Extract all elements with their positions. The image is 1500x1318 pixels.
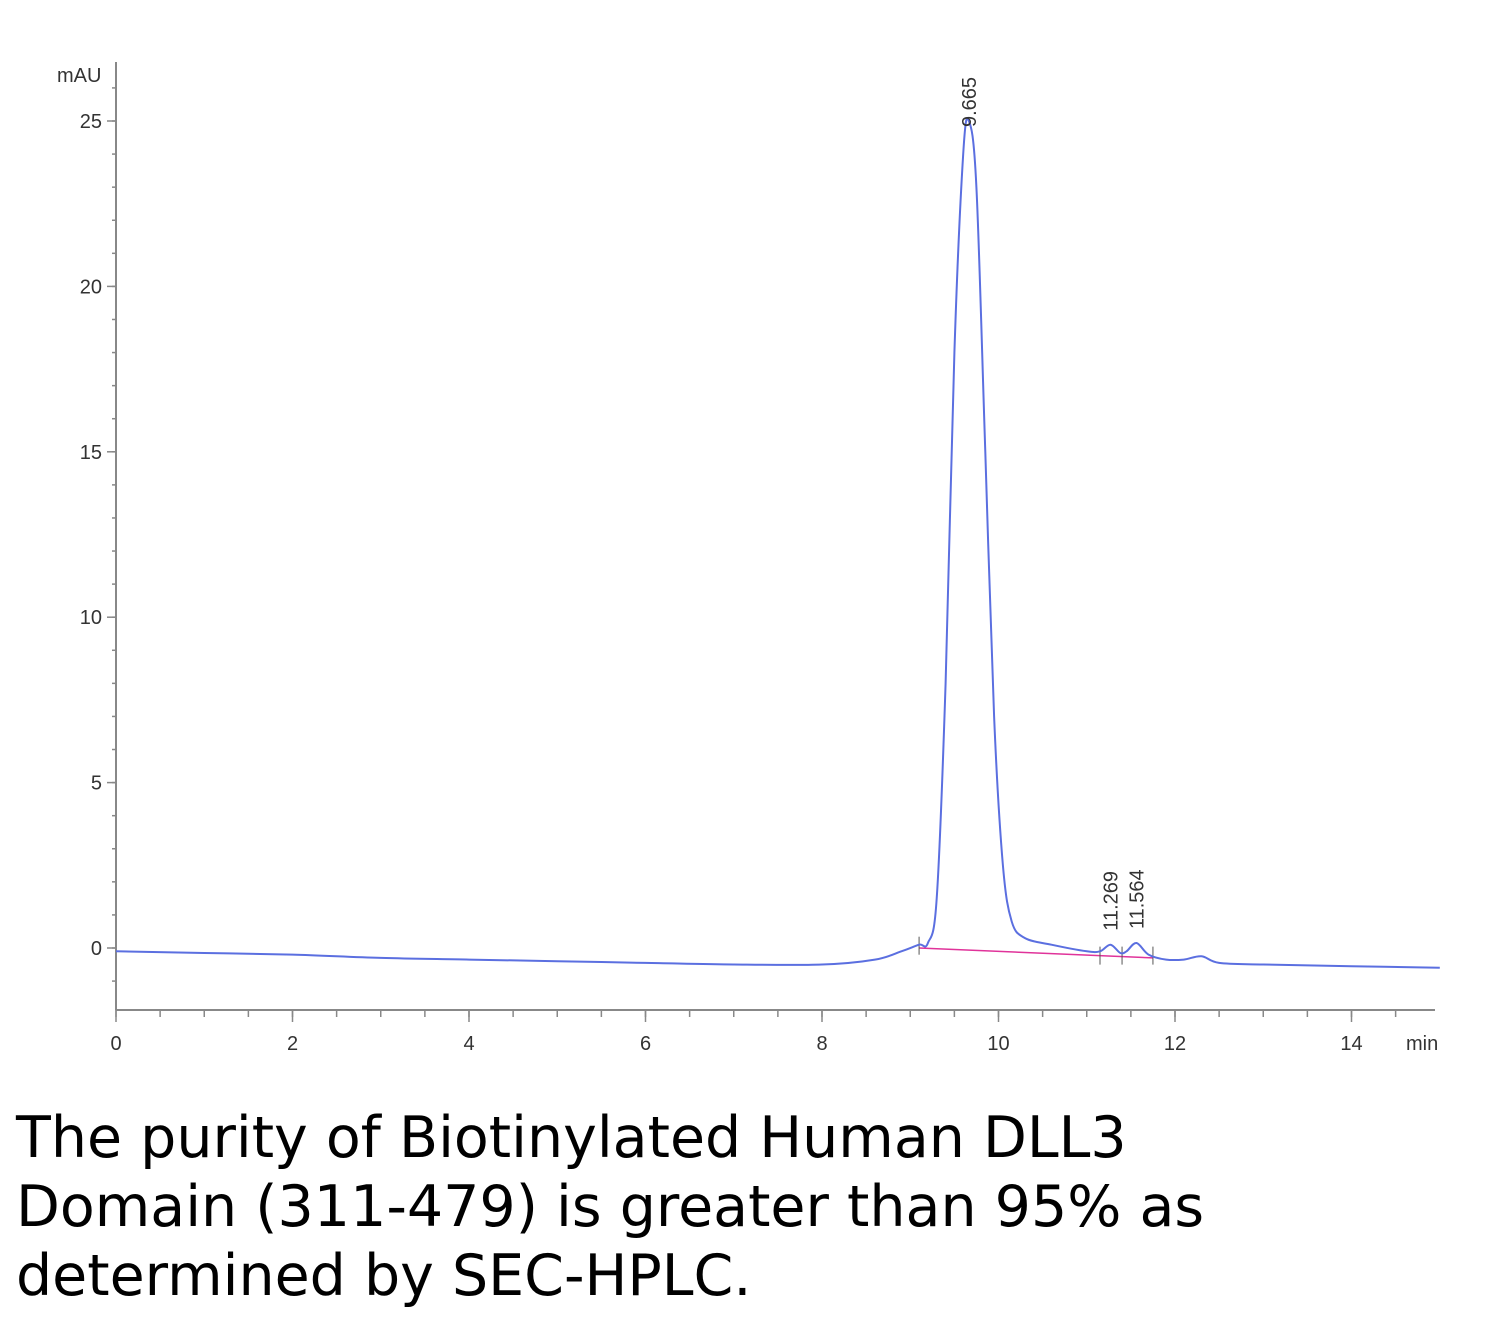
- x-tick-label: 8: [816, 1033, 827, 1055]
- x-unit-label: min: [1406, 1033, 1438, 1055]
- caption-line-2: Domain (311-479) is greater than 95% as: [16, 1174, 1205, 1240]
- y-tick-label: 10: [80, 607, 102, 629]
- y-unit-label: mAU: [57, 65, 101, 87]
- integration-baseline: [919, 947, 1153, 959]
- y-tick-label: 0: [91, 938, 102, 960]
- y-tick-label: 20: [80, 276, 102, 298]
- peak-label: 11.564: [1127, 869, 1149, 929]
- y-tick-label: 15: [80, 442, 102, 464]
- chart-plot-area: 9.665 11.269 11.564: [115, 77, 1440, 969]
- peak-label: 11.269: [1100, 871, 1122, 931]
- y-tick-label: 25: [80, 111, 102, 133]
- y-tick-label: 5: [91, 773, 102, 795]
- x-tick-label: 12: [1164, 1033, 1186, 1055]
- chart-ticks: 0 5 10 15 20 25 0 2 4 6 8 10 12 14: [80, 87, 1397, 1055]
- caption: The purity of Biotinylated Human DLL3 Do…: [16, 1104, 1216, 1311]
- caption-line-3: determined by SEC-HPLC.: [16, 1243, 752, 1309]
- caption-line-1: The purity of Biotinylated Human DLL3: [16, 1105, 1127, 1171]
- x-tick-label: 4: [463, 1033, 474, 1055]
- x-tick-label: 6: [640, 1033, 651, 1055]
- x-tick-label: 14: [1340, 1033, 1362, 1055]
- peak-label: 9.665: [959, 77, 981, 127]
- signal-trace-0: [115, 117, 1440, 969]
- x-tick-label: 10: [987, 1033, 1009, 1055]
- chart-axes: [115, 62, 1435, 1011]
- x-tick-label: 2: [287, 1033, 298, 1055]
- x-tick-label: 0: [110, 1033, 121, 1055]
